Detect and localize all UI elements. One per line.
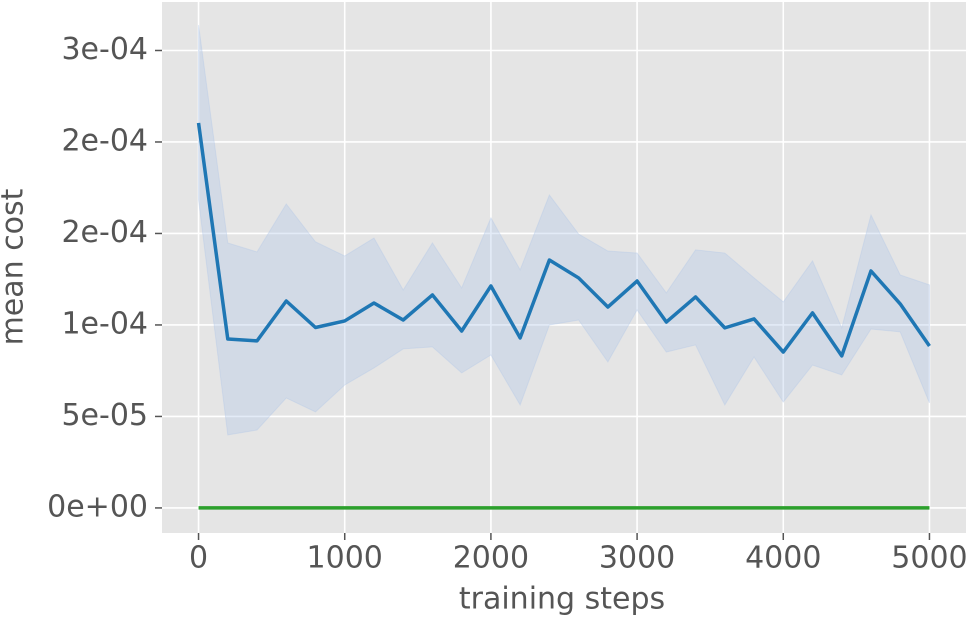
confidence-band — [198, 24, 930, 436]
x-axis-label: training steps — [459, 582, 665, 617]
y-tick-label: 1e-04 — [61, 306, 148, 341]
y-tick-label: 0e+00 — [47, 489, 148, 524]
x-tick-label: 3000 — [599, 541, 675, 576]
x-tick-label: 2000 — [453, 541, 529, 576]
y-tick-label: 5e-05 — [61, 398, 148, 433]
line — [196, 122, 931, 358]
x-tick-label: 0 — [189, 541, 208, 576]
y-tick-label: 2e-04 — [61, 215, 148, 250]
y-tick-label: 2e-04 — [61, 123, 148, 158]
x-tick-label: 5000 — [891, 541, 967, 576]
x-tick-label: 4000 — [745, 541, 821, 576]
y-tick-label: 3e-04 — [61, 32, 148, 67]
x-tick-label: 1000 — [307, 541, 383, 576]
y-axis-label: mean cost — [0, 188, 31, 345]
